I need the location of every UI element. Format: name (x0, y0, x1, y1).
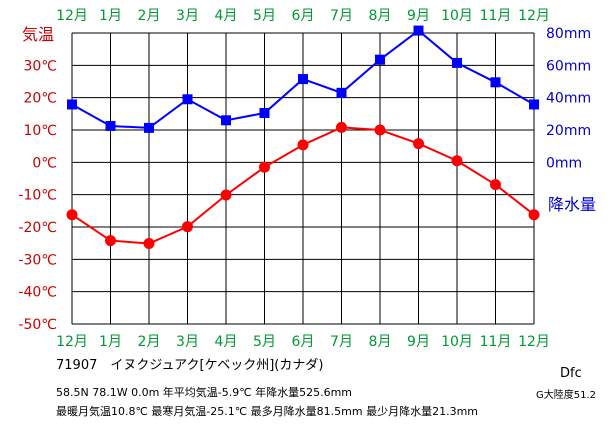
bottom-month-labels: 12月 1月 2月 3月 4月 5月 6月 7月 8月 9月 10月 11月 12月 (56, 334, 550, 350)
precipitation-point (490, 77, 501, 88)
precipitation-point (452, 57, 462, 68)
temperature-point (220, 189, 232, 201)
month-label-top: 2月 (138, 8, 161, 24)
month-label-bottom: 4月 (215, 334, 238, 350)
temperature-point (374, 124, 386, 136)
temperature-tick-label: -40℃ (18, 285, 57, 301)
month-label-bottom: 8月 (369, 334, 392, 350)
precipitation-tick-label: 20mm (546, 123, 591, 139)
month-label-bottom: 10月 (441, 334, 473, 350)
station-stats-line-1: 58.5N 78.1W 0.0m 年平均気温-5.9℃ 年降水量525.6mm (56, 386, 353, 399)
precipitation-tick-label: 80mm (546, 26, 591, 42)
month-label-top: 9月 (407, 8, 430, 24)
precipitation-point (336, 87, 347, 98)
precipitation-point (259, 108, 270, 119)
month-label-top: 4月 (215, 8, 238, 24)
month-label-top: 6月 (292, 8, 315, 24)
temperature-point (528, 209, 540, 221)
temperature-point (143, 237, 155, 249)
precipitation-series (67, 25, 539, 133)
month-label-top: 7月 (330, 8, 353, 24)
precipitation-tick-label: 0mm (546, 155, 582, 171)
precipitation-point (529, 99, 539, 110)
temperature-tick-label: -30℃ (18, 252, 57, 268)
continentality-index: G大陸度51.2 (536, 390, 597, 401)
temperature-point (490, 179, 501, 191)
precipitation-point (105, 120, 116, 131)
month-label-bottom: 12月 (56, 334, 88, 350)
precipitation-point (144, 122, 154, 133)
month-label-bottom: 3月 (176, 334, 199, 350)
precipitation-tick-label: 60mm (546, 58, 591, 74)
top-month-labels: 12月 1月 2月 3月 4月 5月 6月 7月 8月 9月 10月 11月 12月 (56, 8, 550, 24)
temperature-point (105, 235, 116, 247)
month-label-top: 12月 (518, 8, 550, 24)
temperature-tick-label: 0℃ (32, 155, 57, 171)
month-label-top: 5月 (253, 8, 276, 24)
month-label-top: 12月 (56, 8, 88, 24)
koppen-classification: Dfc (560, 366, 582, 381)
precipitation-point (375, 54, 385, 65)
temperature-point (297, 139, 309, 151)
month-label-bottom: 2月 (138, 334, 161, 350)
precipitation-tick-label: 40mm (546, 91, 591, 107)
month-label-bottom: 7月 (330, 334, 353, 350)
month-label-top: 10月 (441, 8, 473, 24)
precipitation-axis-title: 降水量 (548, 195, 596, 214)
temperature-point (413, 138, 424, 150)
temperature-tick-label: 30℃ (23, 58, 57, 74)
temperature-series (66, 121, 540, 249)
month-label-bottom: 9月 (407, 334, 430, 350)
precipitation-point (298, 74, 308, 85)
precipitation-point (413, 25, 424, 36)
month-label-bottom: 1月 (99, 334, 122, 350)
precipitation-point (182, 94, 193, 105)
precipitation-point (221, 115, 231, 126)
precipitation-axis-ticks: 80mm 60mm 40mm 20mm 0mm (546, 26, 591, 171)
temperature-tick-label: 10℃ (23, 123, 57, 139)
temperature-tick-label: -20℃ (18, 220, 57, 236)
month-label-top: 3月 (176, 8, 199, 24)
month-label-bottom: 11月 (480, 334, 512, 350)
month-label-top: 8月 (369, 8, 392, 24)
temperature-point (66, 209, 78, 221)
temperature-axis-title: 気温 (22, 25, 54, 44)
temperature-tick-label: -50℃ (18, 317, 57, 333)
temperature-axis-ticks: 30℃ 20℃ 10℃ 0℃ -10℃ -20℃ -30℃ -40℃ -50℃ (18, 58, 57, 333)
temperature-point (451, 155, 463, 167)
temperature-point (182, 221, 193, 233)
month-label-top: 1月 (99, 8, 122, 24)
month-label-top: 11月 (480, 8, 512, 24)
month-label-bottom: 12月 (518, 334, 550, 350)
station-stats-line-2: 最暖月気温10.8℃ 最寒月気温-25.1℃ 最多月降水量81.5mm 最少月降… (56, 405, 478, 418)
precipitation-point (67, 99, 77, 110)
temperature-tick-label: -10℃ (18, 188, 57, 204)
month-label-bottom: 6月 (292, 334, 315, 350)
temperature-tick-label: 20℃ (23, 91, 57, 107)
station-name: 71907 イヌクジュアク[ケベック州](カナダ) (56, 358, 324, 373)
month-label-bottom: 5月 (253, 334, 276, 350)
temperature-point (259, 161, 270, 173)
temperature-point (336, 121, 347, 133)
